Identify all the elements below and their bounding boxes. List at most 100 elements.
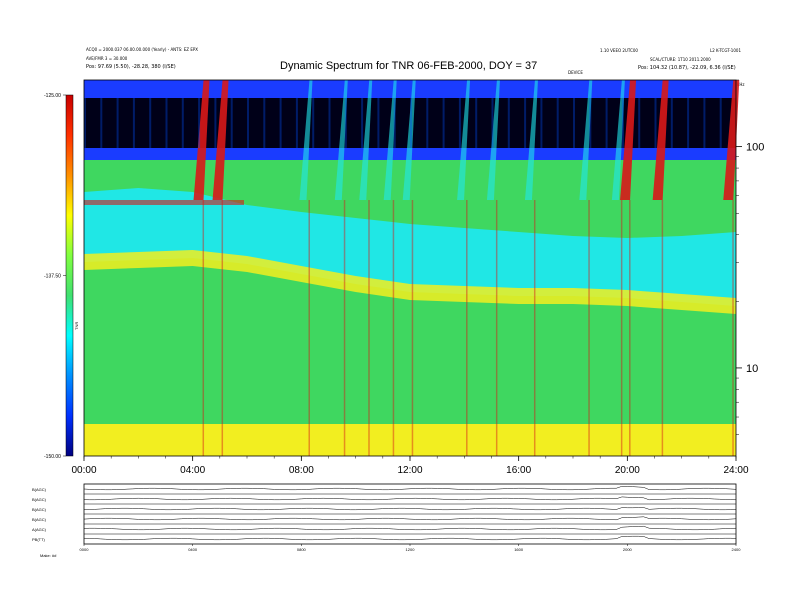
y-tick-label: 100: [746, 142, 764, 154]
burst-trail: [620, 200, 623, 456]
cyan-emission-band: [84, 188, 736, 306]
dark-region-stripe: [312, 98, 315, 148]
dark-region-stripe: [670, 98, 673, 148]
colorbar-tick-label: -125.00: [44, 93, 61, 99]
bottom-row-label: A(AGC): [32, 527, 47, 532]
type-iii-burst: [579, 80, 593, 200]
dark-region-stripe: [458, 98, 461, 148]
dark-region-stripe: [393, 98, 396, 148]
dark-region-stripe: [100, 98, 103, 148]
bottom-footer: Make: ##: [40, 553, 57, 558]
dark-region-stripe: [605, 98, 608, 148]
dark-region-stripe: [621, 98, 624, 148]
khz-unit-label: kHz: [737, 82, 745, 87]
dark-region-stripe: [475, 98, 478, 148]
dark-region-stripe: [361, 98, 364, 148]
header-left-line2: AVE/FMR 3 = 30.000: [86, 56, 128, 61]
x-tick-label: 00:00: [71, 465, 96, 476]
bottom-x-tick-label: 2000: [623, 547, 633, 552]
bottom-trace: [83, 516, 737, 521]
dark-region-stripe: [703, 98, 706, 148]
bottom-trace: [83, 535, 737, 541]
type-iii-burst: [359, 80, 373, 200]
axes: 00:00 04:00 08:00 12:00 16:00 20:00 24:00 100 10: [71, 79, 764, 476]
bottom-trace: [83, 525, 737, 531]
bottom-x-tick-label: 0800: [297, 547, 307, 552]
dark-region-stripe: [524, 98, 527, 148]
low-frequency-yellow: [84, 424, 736, 456]
colorbar-tick-label: -137.50: [44, 274, 61, 280]
header-right-line1: 1.10 VEEO 2UTC00: [600, 48, 638, 53]
dark-region-stripe: [426, 98, 429, 148]
dark-region-stripe: [165, 98, 168, 148]
dark-region-stripe: [214, 98, 217, 148]
bottom-trace: [83, 486, 737, 491]
type-iii-burst: [299, 80, 313, 200]
chart-title: Dynamic Spectrum for TNR 06-FEB-2000, DO…: [280, 60, 538, 72]
bottom-x-tick-label: 0000: [80, 547, 90, 552]
burst-trail: [495, 200, 498, 456]
colorbar-strip: [65, 94, 74, 457]
burst-trail: [343, 200, 346, 456]
burst-trail: [392, 200, 395, 456]
dark-region-stripe: [491, 98, 494, 148]
dark-region-stripe: [279, 98, 282, 148]
type-iii-burst: [383, 80, 397, 200]
dark-region-stripe: [589, 98, 592, 148]
type-iii-burst: [652, 80, 669, 200]
type-iii-burst: [212, 80, 229, 200]
header-left-line3: Pos: 97.69 (5.50), -28.28, 380 (I/SE): [86, 64, 176, 70]
spectrogram: [84, 80, 740, 456]
dark-region-stripe: [295, 98, 298, 148]
type-iii-burst: [334, 80, 348, 200]
burst-trail: [202, 200, 205, 456]
red-streak: [84, 200, 244, 205]
dark-region-stripe: [638, 98, 641, 148]
burst-trail: [221, 200, 224, 456]
bottom-row-label: B(AGC): [32, 517, 47, 522]
burst-trail: [466, 200, 468, 456]
header-right-line3: Pos: 104.32 (10.87), -22.09, 6.36 (I/SE): [638, 65, 736, 71]
x-tick-label: 04:00: [180, 465, 205, 476]
burst-trail: [533, 200, 536, 456]
dark-region-stripe: [198, 98, 201, 148]
burst-trail: [368, 200, 370, 456]
dark-region-stripe: [573, 98, 575, 148]
dark-region-stripe: [507, 98, 510, 148]
bottom-row-label: PB(TT): [32, 537, 46, 542]
burst-trail: [588, 200, 590, 456]
type-iii-burst: [524, 80, 538, 200]
dark-region-stripe: [410, 98, 412, 148]
bottom-x-tick-label: 2400: [732, 547, 742, 552]
dark-region-stripe: [149, 98, 152, 148]
type-iii-burst: [620, 80, 637, 200]
x-tick-label: 24:00: [723, 465, 748, 476]
burst-trail: [308, 200, 310, 456]
dark-region-stripe: [84, 98, 86, 148]
colorbar-label: TNR: [74, 322, 79, 330]
dark-region-stripe: [132, 98, 135, 148]
dark-region-stripe: [116, 98, 119, 148]
x-tick-label: 20:00: [615, 465, 640, 476]
yellow-ridge: [84, 250, 736, 314]
dark-region-stripe: [344, 98, 347, 148]
bottom-row-label: B(AGC): [32, 487, 47, 492]
burst-trail: [732, 200, 734, 456]
type-iii-burst: [402, 80, 416, 200]
dark-region-stripe: [556, 98, 559, 148]
type-iii-burst: [486, 80, 500, 200]
dark-region-stripe: [181, 98, 184, 148]
dark-region-stripe: [377, 98, 380, 148]
dark-region-stripe: [230, 98, 233, 148]
type-iii-burst: [457, 80, 471, 200]
burst-trail: [629, 200, 631, 456]
type-iii-burst: [723, 80, 740, 200]
bottom-row-label: B(AGC): [32, 497, 47, 502]
dark-region-stripe: [328, 98, 331, 148]
header-right-corner: L2 K-TCGT-1001: [710, 48, 741, 53]
burst-trail: [411, 200, 414, 456]
bottom-x-tick-label: 0400: [188, 547, 198, 552]
x-tick-label: 12:00: [397, 465, 422, 476]
header-mid-small: DEVICE: [568, 70, 583, 75]
